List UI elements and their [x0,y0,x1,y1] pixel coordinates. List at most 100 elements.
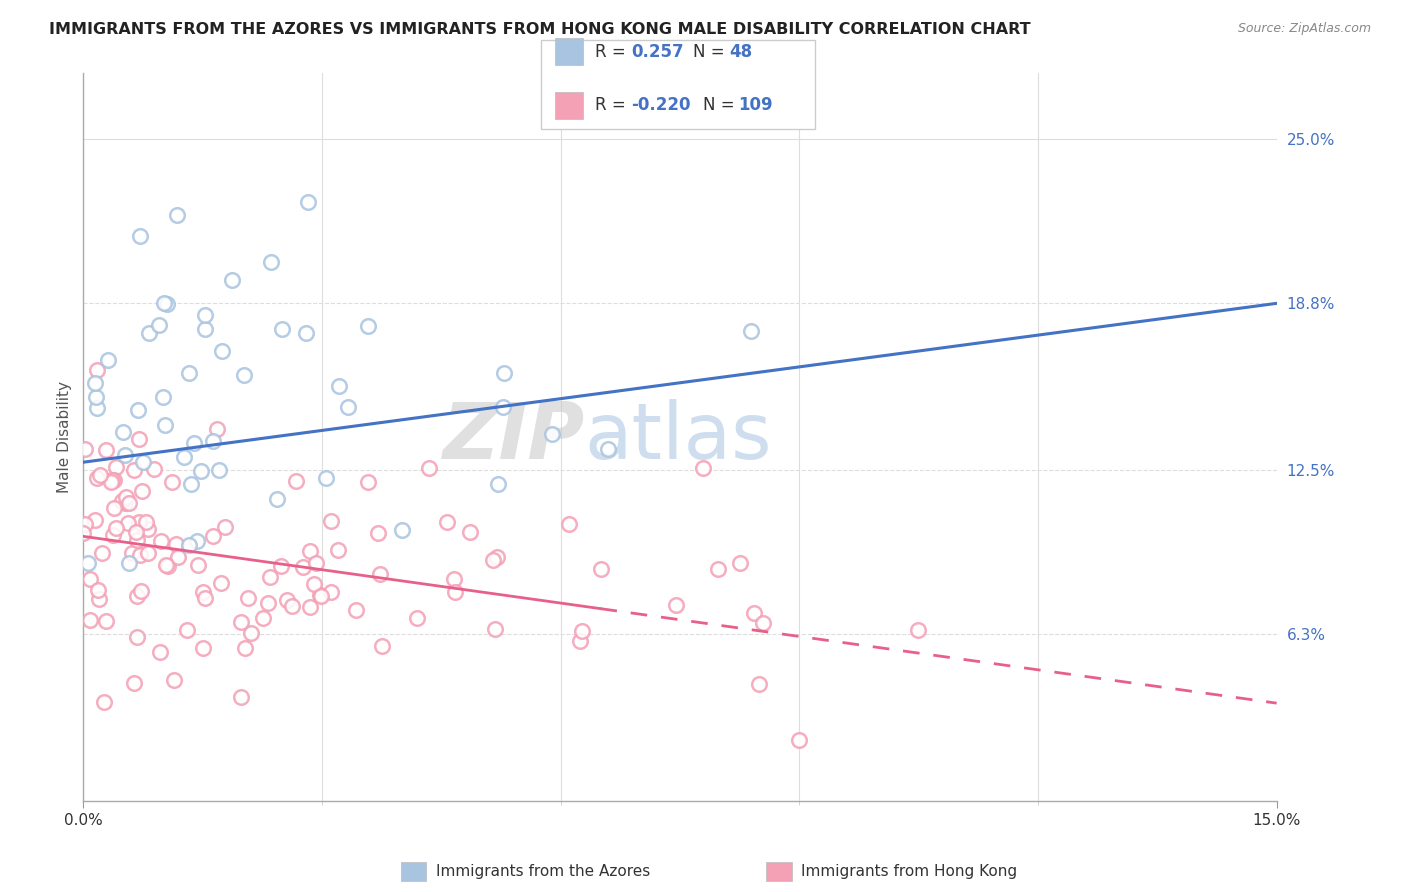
Point [111,493,134,508]
Point [100,475,122,489]
Point [87,592,110,607]
Point [270,558,292,573]
Point [103,500,125,515]
Point [97,352,120,367]
Point [238,591,260,605]
Point [131,583,153,598]
Point [153,418,176,433]
Point [150,533,173,548]
Point [337,400,360,414]
Point [571,624,593,638]
Point [752,615,775,630]
Point [302,577,325,591]
Point [128,432,150,446]
Point [252,611,274,625]
Text: Immigrants from Hong Kong: Immigrants from Hong Kong [801,864,1018,879]
Point [233,641,256,656]
Point [591,562,613,576]
Text: Immigrants from the Azores: Immigrants from the Azores [436,864,650,879]
Point [84,376,107,390]
Text: N =: N = [693,43,730,61]
Point [131,483,153,498]
Text: ZIP: ZIP [443,399,585,475]
Point [319,514,342,528]
Point [193,308,215,322]
Point [485,550,508,565]
Point [208,463,231,477]
Point [173,450,195,465]
Point [728,556,751,570]
Point [907,624,929,638]
Point [259,570,281,584]
Point [136,522,159,536]
Point [127,589,149,603]
Point [209,575,232,590]
Point [276,592,298,607]
Point [176,623,198,637]
Point [117,516,139,531]
Point [121,546,143,560]
Point [127,630,149,644]
Point [492,400,515,414]
Point [114,449,136,463]
Point [308,589,330,603]
Point [315,471,337,485]
Point [76,556,98,570]
Point [239,626,262,640]
Point [73,517,96,532]
Point [231,690,253,704]
Point [281,599,304,613]
Point [187,558,209,573]
Point [177,538,200,552]
Point [79,613,101,627]
Point [292,560,315,574]
Point [596,442,619,456]
Point [370,567,392,582]
Point [125,524,148,539]
Text: Source: ZipAtlas.com: Source: ZipAtlas.com [1237,22,1371,36]
Point [180,476,202,491]
Point [86,390,108,404]
Point [344,603,367,617]
Point [93,695,115,709]
Point [319,585,342,599]
Point [558,517,581,532]
Text: 48: 48 [730,43,752,61]
Point [160,475,183,489]
Point [89,468,111,483]
Point [436,515,458,529]
Point [114,496,136,510]
Point [309,590,332,604]
Point [211,344,233,359]
Point [86,401,108,415]
Text: -0.220: -0.220 [631,96,690,114]
Point [183,435,205,450]
Point [304,556,326,570]
Point [326,542,349,557]
Point [405,611,427,625]
Point [232,368,254,383]
Point [86,471,108,485]
Point [214,520,236,534]
Text: R =: R = [595,43,631,61]
Point [132,455,155,469]
Point [101,527,124,541]
Text: R =: R = [595,96,631,114]
Point [149,645,172,659]
Text: 0.257: 0.257 [631,43,683,61]
Point [162,673,184,687]
Point [135,515,157,529]
Point [124,676,146,690]
Point [787,733,810,747]
Point [271,322,294,336]
Point [128,228,150,243]
Point [664,598,686,612]
Point [117,496,139,510]
Point [72,526,94,541]
Point [418,461,440,475]
Point [118,556,141,570]
Text: 109: 109 [738,96,773,114]
Point [492,366,515,380]
Point [142,462,165,476]
Point [298,543,321,558]
